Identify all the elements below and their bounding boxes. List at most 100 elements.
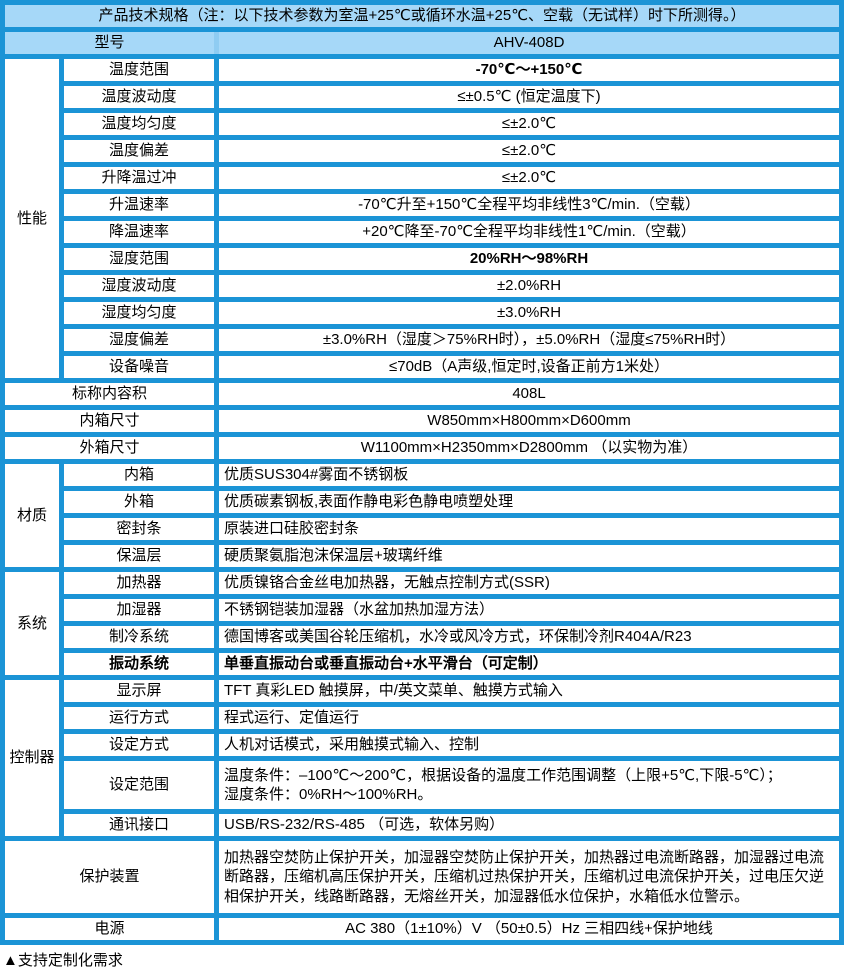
row-value: 不锈钢铠装加湿器（水盆加热加湿方法） (219, 599, 839, 621)
row-label: 运行方式 (64, 707, 214, 729)
row-value: W1100mm×H2350mm×D2800mm （以实物为准） (219, 437, 839, 459)
table-row: 振动系统 单垂直振动台或垂直振动台+水平滑台（可定制） (64, 653, 839, 675)
row-label: 振动系统 (64, 653, 214, 675)
row-value: -70℃～+150℃ (219, 59, 839, 81)
customization-note: ▲支持定制化需求 (0, 945, 844, 974)
table-row: 制冷系统 德国博客或美国谷轮压缩机，水冷或风冷方式，环保制冷剂R404A/R23 (64, 626, 839, 648)
table-title: 产品技术规格（注：以下技术参数为室温+25℃或循环水温+25℃、空载（无试样）时… (5, 5, 839, 27)
row-value: 原装进口硅胶密封条 (219, 518, 839, 540)
table-row: 湿度偏差 ±3.0%RH（湿度＞75%RH时），±5.0%RH（湿度≤75%RH… (64, 329, 839, 351)
section-performance-label: 性能 (5, 59, 59, 378)
model-row: 型号 AHV-408D (5, 32, 839, 54)
spec-table: 产品技术规格（注：以下技术参数为室温+25℃或循环水温+25℃、空载（无试样）时… (0, 0, 844, 945)
row-value: ≤±2.0℃ (219, 113, 839, 135)
row-value: USB/RS-232/RS-485 （可选，软体另购） (219, 814, 839, 836)
table-row: 加热器 优质镍铬合金丝电加热器，无触点控制方式(SSR) (64, 572, 839, 594)
protection-row: 保护装置 加热器空焚防止保护开关，加湿器空焚防止保护开关，加热器过电流断路器，加… (5, 841, 839, 913)
row-value: ≤±0.5℃ (恒定温度下) (219, 86, 839, 108)
section-performance: 性能 温度范围 -70℃～+150℃ 温度波动度 ≤±0.5℃ (恒定温度下) … (5, 59, 839, 378)
row-value: 程式运行、定值运行 (219, 707, 839, 729)
row-label: 升降温过冲 (64, 167, 214, 189)
row-label: 通讯接口 (64, 814, 214, 836)
power-row: 电源 AC 380（1±10%）V （50±0.5）Hz 三相四线+保护地线 (5, 918, 839, 940)
row-value: W850mm×H800mm×D600mm (219, 410, 839, 432)
table-row: 内箱 优质SUS304#雾面不锈钢板 (64, 464, 839, 486)
table-row: 保温层 硬质聚氨脂泡沫保温层+玻璃纤维 (64, 545, 839, 567)
row-value: -70℃升至+150℃全程平均非线性3℃/min.（空载） (219, 194, 839, 216)
row-label: 温度偏差 (64, 140, 214, 162)
row-value: 加热器空焚防止保护开关，加湿器空焚防止保护开关，加热器过电流断路器，加湿器过电流… (219, 841, 839, 913)
section-system-label: 系统 (5, 572, 59, 675)
table-row: 温度均匀度 ≤±2.0℃ (64, 113, 839, 135)
row-label: 升温速率 (64, 194, 214, 216)
row-label: 标称内容积 (5, 383, 214, 405)
row-value: 德国博客或美国谷轮压缩机，水冷或风冷方式，环保制冷剂R404A/R23 (219, 626, 839, 648)
row-label: 内箱 (64, 464, 214, 486)
range-line-2: 湿度条件：0%RH～100%RH。 (224, 786, 433, 803)
row-value: 优质镍铬合金丝电加热器，无触点控制方式(SSR) (219, 572, 839, 594)
row-label: 湿度均匀度 (64, 302, 214, 324)
table-row: 设定方式 人机对话模式，采用触摸式输入、控制 (64, 734, 839, 756)
section-system: 系统 加热器 优质镍铬合金丝电加热器，无触点控制方式(SSR) 加湿器 不锈钢铠… (5, 572, 839, 675)
table-row: 温度范围 -70℃～+150℃ (64, 59, 839, 81)
row-label: 设备噪音 (64, 356, 214, 378)
inner-size-row: 内箱尺寸 W850mm×H800mm×D600mm (5, 410, 839, 432)
row-label: 湿度偏差 (64, 329, 214, 351)
row-value: 单垂直振动台或垂直振动台+水平滑台（可定制） (219, 653, 839, 675)
row-label: 外箱尺寸 (5, 437, 214, 459)
row-value: 20%RH～98%RH (219, 248, 839, 270)
row-label: 设定方式 (64, 734, 214, 756)
row-label: 保温层 (64, 545, 214, 567)
table-row: 加湿器 不锈钢铠装加湿器（水盆加热加湿方法） (64, 599, 839, 621)
section-controller: 控制器 显示屏 TFT 真彩LED 触摸屏，中/英文菜单、触摸方式输入 运行方式… (5, 680, 839, 836)
row-label: 温度范围 (64, 59, 214, 81)
row-label: 显示屏 (64, 680, 214, 702)
section-controller-label: 控制器 (5, 680, 59, 836)
table-row: 降温速率 +20℃降至-70℃全程平均非线性1℃/min.（空载） (64, 221, 839, 243)
row-label: 内箱尺寸 (5, 410, 214, 432)
row-label: 温度波动度 (64, 86, 214, 108)
table-row: 升温速率 -70℃升至+150℃全程平均非线性3℃/min.（空载） (64, 194, 839, 216)
row-label: 降温速率 (64, 221, 214, 243)
row-label: 湿度波动度 (64, 275, 214, 297)
model-label: 型号 (5, 32, 214, 54)
table-row: 湿度均匀度 ±3.0%RH (64, 302, 839, 324)
table-row: 密封条 原装进口硅胶密封条 (64, 518, 839, 540)
table-row: 升降温过冲 ≤±2.0℃ (64, 167, 839, 189)
row-label: 加热器 (64, 572, 214, 594)
row-value: 温度条件：–100℃～200℃，根据设备的温度工作范围调整（上限+5℃,下限-5… (219, 761, 839, 809)
row-label: 密封条 (64, 518, 214, 540)
row-label: 设定范围 (64, 761, 214, 809)
row-label: 制冷系统 (64, 626, 214, 648)
volume-row: 标称内容积 408L (5, 383, 839, 405)
table-row: 外箱 优质碳素钢板,表面作静电彩色静电喷塑处理 (64, 491, 839, 513)
table-row: 显示屏 TFT 真彩LED 触摸屏，中/英文菜单、触摸方式输入 (64, 680, 839, 702)
range-line-1: 温度条件：–100℃～200℃，根据设备的温度工作范围调整（上限+5℃,下限-5… (224, 766, 782, 784)
table-row: 通讯接口 USB/RS-232/RS-485 （可选，软体另购） (64, 814, 839, 836)
setting-range-row: 设定范围 温度条件：–100℃～200℃，根据设备的温度工作范围调整（上限+5℃… (64, 761, 839, 809)
section-material-label: 材质 (5, 464, 59, 567)
table-row: 温度波动度 ≤±0.5℃ (恒定温度下) (64, 86, 839, 108)
row-value: 人机对话模式，采用触摸式输入、控制 (219, 734, 839, 756)
row-value: 硬质聚氨脂泡沫保温层+玻璃纤维 (219, 545, 839, 567)
row-value: ±3.0%RH（湿度＞75%RH时），±5.0%RH（湿度≤75%RH时） (219, 329, 839, 351)
row-label: 外箱 (64, 491, 214, 513)
model-value: AHV-408D (219, 32, 839, 54)
table-row: 温度偏差 ≤±2.0℃ (64, 140, 839, 162)
table-row: 运行方式 程式运行、定值运行 (64, 707, 839, 729)
section-material: 材质 内箱 优质SUS304#雾面不锈钢板 外箱 优质碳素钢板,表面作静电彩色静… (5, 464, 839, 567)
table-row: 湿度范围 20%RH～98%RH (64, 248, 839, 270)
row-value: TFT 真彩LED 触摸屏，中/英文菜单、触摸方式输入 (219, 680, 839, 702)
row-value: ≤±2.0℃ (219, 140, 839, 162)
row-value: ±2.0%RH (219, 275, 839, 297)
title-row: 产品技术规格（注：以下技术参数为室温+25℃或循环水温+25℃、空载（无试样）时… (5, 5, 839, 27)
row-value: ±3.0%RH (219, 302, 839, 324)
row-label: 温度均匀度 (64, 113, 214, 135)
row-label: 电源 (5, 918, 214, 940)
row-label: 保护装置 (5, 841, 214, 913)
row-value: 408L (219, 383, 839, 405)
row-value: ≤70dB（A声级,恒定时,设备正前方1米处） (219, 356, 839, 378)
row-value: 优质SUS304#雾面不锈钢板 (219, 464, 839, 486)
outer-size-row: 外箱尺寸 W1100mm×H2350mm×D2800mm （以实物为准） (5, 437, 839, 459)
row-value: ≤±2.0℃ (219, 167, 839, 189)
